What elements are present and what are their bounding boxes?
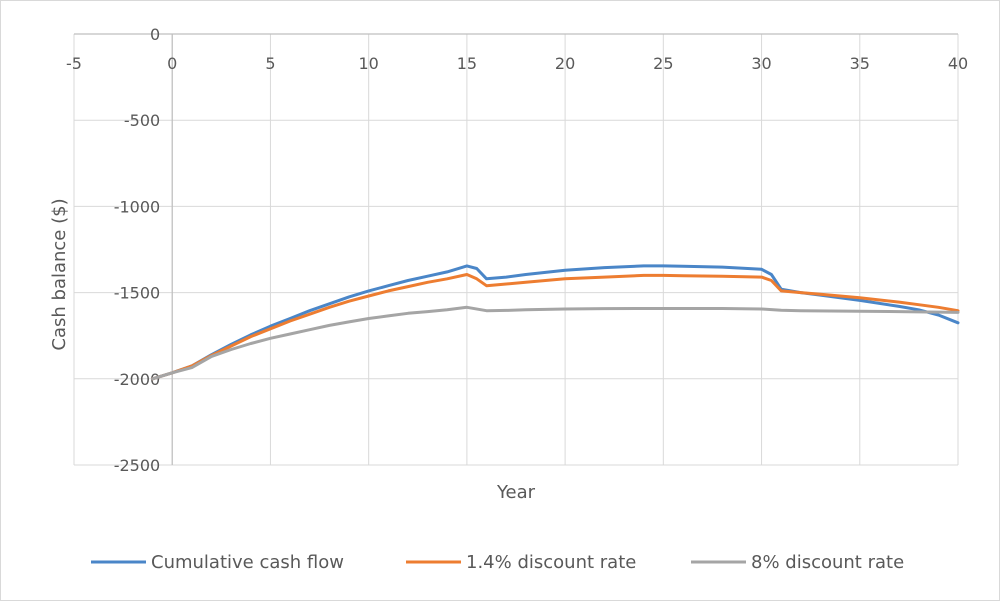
x-tick-label: 40 — [948, 54, 968, 73]
y-tick-label: -500 — [124, 111, 160, 130]
x-tick-label: 10 — [358, 54, 378, 73]
x-tick-label: 5 — [265, 54, 275, 73]
x-axis-title: Year — [496, 482, 536, 503]
y-tick-label: 0 — [150, 25, 160, 44]
y-tick-label: -1000 — [114, 197, 161, 216]
x-tick-label: 20 — [555, 54, 575, 73]
legend-label-1: Cumulative cash flow — [151, 552, 344, 573]
x-tick-label: -5 — [66, 54, 82, 73]
series-line-1 — [151, 264, 960, 381]
series-line-2 — [151, 273, 960, 381]
legend-label-2: 1.4% discount rate — [466, 552, 636, 573]
y-tick-label: -2000 — [114, 370, 161, 389]
x-tick-label: 25 — [653, 54, 673, 73]
y-tick-label: -2500 — [114, 456, 161, 475]
x-tick-label: 0 — [167, 54, 177, 73]
y-axis-title: Cash balance ($) — [49, 198, 70, 350]
x-tick-label: 15 — [457, 54, 477, 73]
series-line-3 — [151, 305, 960, 381]
x-tick-label: 30 — [751, 54, 771, 73]
x-tick-label: 35 — [850, 54, 870, 73]
legend-label-3: 8% discount rate — [751, 552, 904, 573]
y-tick-label: -1500 — [114, 284, 161, 303]
